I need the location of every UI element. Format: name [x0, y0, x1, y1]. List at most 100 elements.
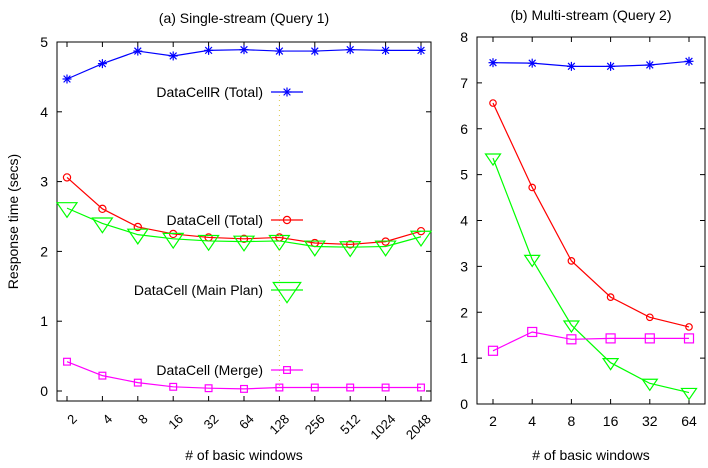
- data-point: [566, 61, 576, 71]
- legend-marker: [272, 281, 302, 304]
- data-point: [303, 240, 326, 257]
- data-point: [523, 254, 541, 268]
- y-tick-label: 4: [460, 213, 468, 229]
- data-point: [489, 99, 497, 107]
- x-tick-label: 8: [568, 413, 576, 429]
- data-point: [606, 293, 615, 301]
- data-point: [562, 320, 581, 334]
- y-tick-label: 5: [40, 34, 48, 50]
- data-point: [240, 384, 248, 393]
- y-tick-label: 4: [40, 104, 48, 120]
- x-tick-label: 2: [64, 411, 80, 427]
- x-tick-label: 16: [603, 413, 619, 429]
- data-point: [239, 45, 249, 55]
- y-tick-label: 1: [40, 313, 48, 329]
- data-point: [310, 46, 320, 56]
- series-datacell-merge: [63, 357, 425, 393]
- data-point: [566, 334, 577, 345]
- x-tick-label: 4: [100, 411, 116, 427]
- data-point: [527, 326, 538, 338]
- chart-single-stream: (a) Single-stream (Query 1) 0 1 2 3 4 5 2 4 8 16 32…: [5, 10, 434, 463]
- data-point: [374, 240, 397, 257]
- y-tick-label: 0: [460, 396, 468, 412]
- data-point: [62, 74, 72, 84]
- x-axis-label: # of basic windows: [185, 447, 303, 463]
- data-point: [126, 228, 149, 245]
- x-tick-label: 512: [337, 411, 363, 437]
- data-point: [345, 45, 355, 55]
- y-tick-label: 5: [460, 167, 468, 183]
- data-point: [417, 383, 425, 392]
- data-point: [488, 58, 498, 68]
- data-point: [91, 217, 114, 234]
- x-tick-label: 8: [135, 411, 151, 427]
- data-point: [310, 383, 319, 392]
- x-tick-label: 128: [266, 411, 292, 437]
- data-point: [97, 59, 107, 69]
- x-tick-label: 64: [236, 411, 257, 432]
- legend-marker: [282, 87, 292, 97]
- legend-entry-datacellr-total: DataCellR (Total): [156, 84, 303, 100]
- data-point: [274, 46, 284, 56]
- data-point: [204, 384, 213, 393]
- chart-title: (a) Single-stream (Query 1): [159, 10, 329, 26]
- data-point: [62, 173, 72, 182]
- data-point: [275, 383, 284, 392]
- legend-entry-datacell-total: DataCell (Total): [167, 212, 303, 228]
- series-line: [492, 157, 690, 394]
- y-tick-label: 7: [460, 75, 468, 91]
- data-point: [601, 358, 620, 371]
- data-point: [567, 257, 576, 265]
- data-point: [133, 46, 143, 56]
- data-point: [528, 183, 537, 192]
- series-line: [492, 102, 690, 328]
- data-point: [685, 323, 693, 331]
- series-line: [66, 207, 422, 248]
- chart-multi-stream: (b) Multi-stream (Query 2) 0 1 2 3 4 5 6 7 8 2 4 8 16…: [460, 7, 706, 463]
- series-datacell-main-plan: [55, 202, 433, 258]
- data-point: [409, 230, 433, 248]
- data-point: [133, 222, 142, 232]
- data-point: [162, 232, 185, 250]
- x-tick-label: 256: [302, 411, 328, 437]
- chart-title: (b) Multi-stream (Query 2): [510, 7, 671, 23]
- series-line: [66, 361, 421, 390]
- legend-marker: [283, 366, 291, 374]
- series-datacell-total: [62, 173, 426, 249]
- data-point: [232, 235, 256, 252]
- x-tick-label: 2048: [403, 411, 434, 442]
- y-tick-label: 0: [40, 383, 48, 399]
- legend-entry-datacell-merge: DataCell (Merge): [156, 362, 303, 378]
- series-datacell-merge: [487, 326, 695, 356]
- x-tick-label: 32: [642, 413, 658, 429]
- y-axis-label: Response time (secs): [5, 154, 21, 289]
- y-tick-label: 3: [40, 174, 48, 190]
- series-line: [66, 176, 422, 246]
- data-point: [239, 234, 249, 244]
- data-point: [381, 383, 390, 392]
- data-point: [133, 378, 142, 387]
- x-axis-label: # of basic windows: [532, 447, 650, 463]
- data-point: [416, 45, 426, 55]
- data-point: [683, 333, 695, 344]
- y-tick-label: 1: [460, 350, 468, 366]
- data-point: [339, 241, 362, 258]
- x-tick-label: 4: [528, 413, 536, 429]
- data-point: [606, 61, 616, 71]
- data-point: [381, 45, 391, 55]
- data-point: [168, 51, 178, 61]
- x-tick-label: 64: [681, 413, 697, 429]
- series-datacell-total: [489, 99, 693, 331]
- y-tick-label: 8: [460, 29, 468, 45]
- data-point: [527, 58, 537, 68]
- legend-label: DataCellR (Total): [156, 84, 263, 100]
- plot-frame: [476, 36, 706, 405]
- legend-label: DataCell (Merge): [156, 362, 263, 378]
- legend-entry-datacell-main-plan: DataCell (Main Plan): [134, 281, 303, 304]
- data-point: [169, 382, 178, 391]
- legend-label: DataCell (Main Plan): [134, 282, 263, 298]
- data-point: [641, 378, 659, 392]
- data-point: [98, 204, 107, 214]
- legend-label: DataCell (Total): [167, 212, 263, 228]
